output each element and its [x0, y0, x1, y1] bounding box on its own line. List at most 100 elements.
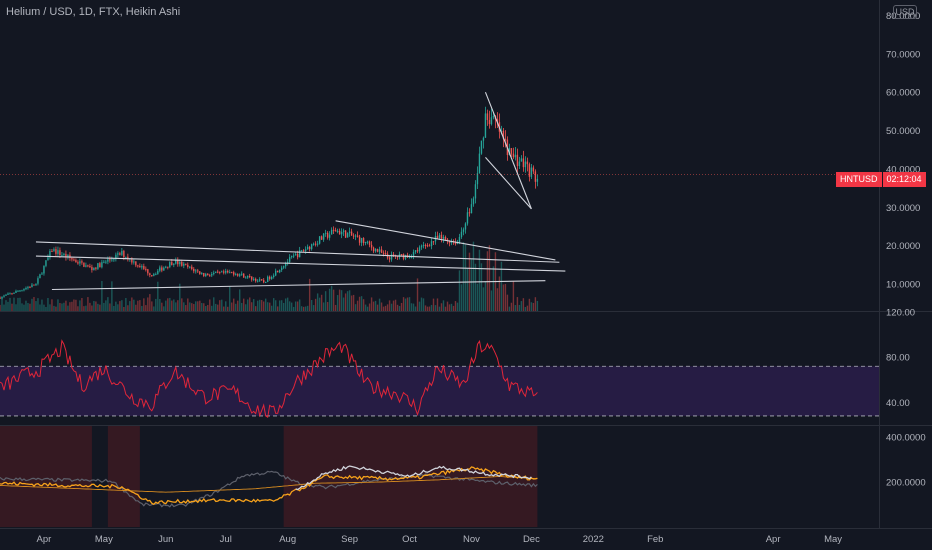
- volume-bar: [65, 300, 67, 311]
- volume-bar: [498, 276, 501, 311]
- volume-bar: [534, 297, 537, 311]
- candle-body: [470, 204, 473, 214]
- volume-bar: [13, 297, 15, 311]
- orange-line: [0, 466, 538, 506]
- volume-bar: [15, 304, 17, 311]
- volume-bar: [536, 300, 539, 311]
- volume-bar: [147, 297, 149, 311]
- candle-body: [259, 279, 261, 281]
- volume-bar: [364, 304, 367, 311]
- candle-body: [261, 279, 263, 281]
- volume-bar: [358, 296, 361, 311]
- candle-body: [223, 271, 225, 273]
- volume-bar: [476, 283, 479, 311]
- volume-bar: [53, 305, 55, 311]
- time-tick-label: Apr: [37, 534, 52, 545]
- volume-bar: [195, 301, 197, 311]
- rsi-band: [0, 366, 879, 416]
- candle-body: [175, 260, 177, 264]
- candle-body: [278, 269, 281, 273]
- candle-body: [109, 259, 111, 261]
- volume-bar: [219, 300, 221, 311]
- volume-bar: [201, 303, 203, 311]
- candle-body: [95, 267, 97, 269]
- trendline: [35, 255, 566, 272]
- candle-body: [298, 250, 301, 258]
- candle-body: [318, 236, 321, 244]
- candle-body: [276, 270, 279, 273]
- volume-bar: [320, 294, 323, 311]
- volume-bar: [296, 301, 299, 311]
- candle-body: [364, 242, 367, 244]
- candle-body: [282, 266, 285, 268]
- price-tick-label: 20.0000: [886, 241, 920, 252]
- candle-body: [89, 265, 91, 267]
- candle-body: [57, 250, 59, 254]
- volume-bar: [161, 302, 163, 311]
- candle-body: [251, 276, 253, 280]
- volume-bar: [85, 305, 87, 311]
- candle-body: [131, 258, 133, 263]
- candle-body: [153, 274, 155, 276]
- volume-bar: [233, 298, 235, 311]
- volume-bar: [225, 301, 227, 311]
- volume-bar: [420, 297, 423, 311]
- time-tick-label: Oct: [402, 534, 417, 545]
- candle-body: [159, 267, 161, 271]
- volume-bar: [61, 303, 63, 311]
- volume-bar: [261, 300, 263, 311]
- candle-body: [418, 247, 421, 252]
- volume-bar: [360, 296, 363, 311]
- candle-body: [237, 274, 239, 276]
- candle-body: [416, 250, 419, 252]
- volume-bar: [49, 304, 51, 311]
- volume-bar: [93, 300, 95, 311]
- volume-bar: [396, 304, 399, 311]
- volume-bar: [496, 288, 499, 311]
- volume-bar: [11, 303, 13, 311]
- volume-bar: [418, 301, 421, 311]
- volume-bar: [99, 304, 101, 311]
- volume-bar: [460, 284, 463, 311]
- candle-body: [83, 262, 85, 267]
- time-tick-label: Nov: [463, 534, 480, 545]
- volume-bar: [247, 299, 249, 311]
- candle-body: [43, 265, 45, 274]
- volume-bar: [502, 284, 505, 311]
- volume-bar: [231, 302, 233, 311]
- volume-bar: [181, 298, 183, 311]
- candle-body: [268, 276, 271, 279]
- volume-bar: [105, 300, 107, 311]
- candle-body: [306, 246, 309, 250]
- volume-bar: [193, 304, 195, 311]
- candle-body: [308, 246, 311, 250]
- price-tick-label: 60.0000: [886, 88, 920, 99]
- time-tick-label: Jul: [220, 534, 232, 545]
- rsi-tick-label: 80.00: [886, 353, 910, 364]
- candle-body: [157, 270, 159, 274]
- time-tick-label: Dec: [523, 534, 540, 545]
- volume-bar: [368, 303, 371, 311]
- candle-body: [366, 241, 369, 243]
- candle-body: [504, 138, 507, 140]
- candle-body: [147, 269, 149, 274]
- volume-bar: [332, 289, 335, 311]
- candle-body: [155, 273, 157, 275]
- candle-body: [149, 273, 151, 275]
- volume-bar: [374, 300, 377, 311]
- volume-bar: [115, 301, 117, 311]
- candle-body: [183, 263, 185, 266]
- volume-bar: [508, 306, 511, 311]
- volume-bar: [306, 305, 309, 311]
- candle-body: [29, 287, 31, 289]
- candle-body: [300, 250, 303, 252]
- candle-body: [189, 266, 191, 268]
- volume-bar: [344, 293, 347, 311]
- candle-body: [5, 294, 7, 296]
- candle-body: [342, 230, 345, 232]
- candle-body: [113, 259, 115, 261]
- volume-bar: [456, 302, 459, 311]
- currency-badge[interactable]: USD: [893, 5, 917, 19]
- volume-bar: [404, 298, 407, 311]
